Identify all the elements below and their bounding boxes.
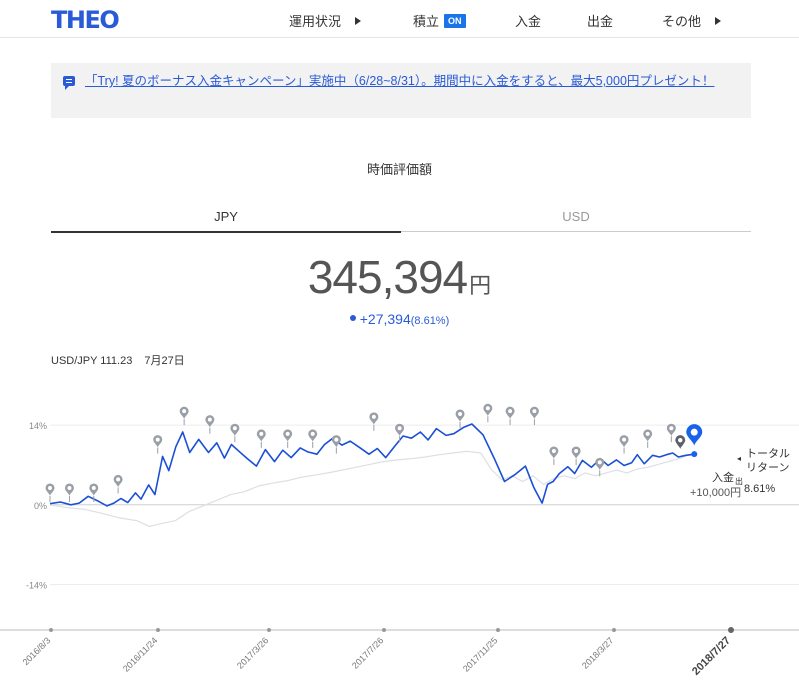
nav-deposit-label: 入金 bbox=[515, 14, 542, 29]
x-tick-label: 2017/7/26 bbox=[350, 635, 385, 670]
event-marker[interactable] bbox=[643, 429, 653, 448]
nav-withdraw-label: 出金 bbox=[587, 14, 614, 29]
change-amount: +27,394 bbox=[359, 311, 411, 327]
nav-reserve-label: 積立 bbox=[413, 14, 440, 29]
x-tick-dot bbox=[49, 628, 53, 632]
left-triangle-icon: ◂ bbox=[737, 454, 742, 463]
event-marker[interactable] bbox=[331, 435, 341, 454]
x-tick-dot bbox=[496, 628, 500, 632]
event-marker[interactable] bbox=[505, 406, 515, 426]
event-marker[interactable] bbox=[256, 429, 266, 448]
deposit-amount: +10,000円 bbox=[690, 487, 742, 499]
nav-portfolio-status[interactable]: 運用状況 bbox=[289, 11, 362, 30]
x-tick-label: 2017/11/25 bbox=[461, 635, 499, 673]
fx-rate-date: 7月27日 bbox=[144, 355, 185, 367]
nav-withdraw[interactable]: 出金 bbox=[587, 11, 613, 30]
x-tick-label: 2017/3/26 bbox=[235, 635, 270, 670]
dot-icon bbox=[349, 315, 356, 322]
x-tick-dot bbox=[382, 628, 386, 632]
event-marker[interactable] bbox=[113, 474, 123, 494]
event-marker[interactable] bbox=[308, 429, 318, 448]
event-marker[interactable] bbox=[666, 423, 676, 443]
fx-rate: USD/JPY 111.23 7月27日 bbox=[51, 352, 197, 368]
caret-right-icon bbox=[715, 16, 722, 25]
valuation-unit: 円 bbox=[469, 273, 492, 298]
x-tick-dot bbox=[612, 628, 616, 632]
withdrawal-label: 出 bbox=[735, 477, 743, 486]
x-tick-dot bbox=[728, 627, 734, 633]
campaign-banner: 「Try! 夏のボーナス入金キャンペーン」実施中（6/28~8/31）。期間中に… bbox=[51, 63, 751, 118]
tab-usd[interactable]: USD bbox=[401, 209, 751, 232]
event-marker[interactable] bbox=[369, 412, 379, 431]
event-marker[interactable] bbox=[529, 406, 539, 426]
x-tick-label: 2018/7/27 bbox=[690, 635, 733, 678]
event-marker[interactable] bbox=[283, 429, 293, 448]
x-tick-dot bbox=[156, 628, 160, 632]
valuation-number: 345,394 bbox=[307, 251, 468, 303]
current-position-marker[interactable] bbox=[686, 424, 703, 458]
caret-right-icon bbox=[355, 16, 362, 25]
deposit-marker[interactable] bbox=[675, 435, 686, 450]
top-header: THEO 運用状況 積立 ON 入金 出金 その他 bbox=[0, 0, 799, 38]
event-marker[interactable] bbox=[549, 446, 559, 465]
campaign-link[interactable]: 「Try! 夏のボーナス入金キャンペーン」実施中（6/28~8/31）。期間中に… bbox=[85, 74, 715, 88]
x-tick-dot bbox=[267, 628, 271, 632]
y-tick-label: 0% bbox=[34, 501, 47, 511]
chat-icon bbox=[63, 76, 75, 90]
deposit-label: 入金 bbox=[712, 472, 734, 484]
x-tick-label: 2016/11/24 bbox=[121, 635, 159, 673]
event-marker[interactable] bbox=[455, 409, 465, 428]
event-marker[interactable] bbox=[595, 457, 605, 477]
x-tick-label: 2016/8/3 bbox=[21, 635, 53, 667]
valuation-change: +27,394(8.61%) bbox=[0, 311, 799, 327]
change-percent: (8.61%) bbox=[410, 315, 450, 327]
valuation-title: 時価評価額 bbox=[366, 162, 432, 177]
event-marker[interactable] bbox=[483, 403, 493, 423]
nav-reserve[interactable]: 積立 ON bbox=[413, 11, 466, 30]
event-marker[interactable] bbox=[205, 415, 215, 434]
y-tick-label: 14% bbox=[29, 421, 47, 431]
event-marker[interactable] bbox=[64, 483, 74, 502]
event-marker[interactable] bbox=[153, 435, 163, 454]
x-tick-label: 2018/3/27 bbox=[580, 635, 615, 670]
total-return-value: 8.61% bbox=[744, 483, 776, 495]
series-line-benchmark bbox=[49, 450, 690, 528]
event-marker[interactable] bbox=[179, 406, 189, 426]
reserve-on-badge: ON bbox=[444, 13, 466, 28]
nav-deposit[interactable]: 入金 bbox=[515, 11, 541, 30]
fx-rate-value: USD/JPY 111.23 bbox=[51, 355, 133, 367]
event-marker[interactable] bbox=[571, 446, 581, 465]
nav-other[interactable]: その他 bbox=[662, 11, 722, 30]
total-return-label: トータル リターン bbox=[746, 448, 790, 474]
event-marker[interactable] bbox=[395, 423, 405, 443]
event-marker[interactable] bbox=[230, 423, 240, 443]
event-marker[interactable] bbox=[89, 483, 99, 502]
event-marker[interactable] bbox=[619, 435, 629, 454]
nav-other-label: その他 bbox=[662, 14, 702, 29]
event-marker[interactable] bbox=[45, 483, 55, 502]
nav-portfolio-status-label: 運用状況 bbox=[289, 14, 342, 29]
y-tick-label: -14% bbox=[26, 580, 47, 590]
tab-jpy[interactable]: JPY bbox=[51, 209, 401, 233]
theo-logo[interactable]: THEO bbox=[51, 6, 120, 34]
valuation-amount: 345,394円 bbox=[0, 250, 799, 304]
